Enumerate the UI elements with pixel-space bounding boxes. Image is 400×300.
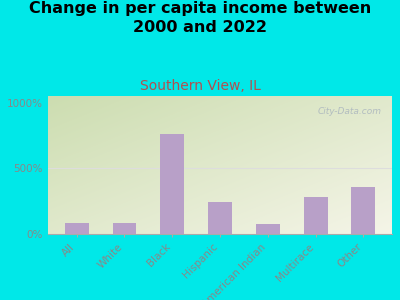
Bar xyxy=(112,223,136,234)
Text: City-Data.com: City-Data.com xyxy=(318,107,382,116)
Bar xyxy=(351,187,375,234)
Text: Change in per capita income between
2000 and 2022: Change in per capita income between 2000… xyxy=(29,2,371,35)
Text: Southern View, IL: Southern View, IL xyxy=(140,80,260,94)
Bar xyxy=(208,202,232,234)
Bar xyxy=(304,197,328,234)
Bar xyxy=(256,224,280,234)
Bar xyxy=(160,134,184,234)
Bar xyxy=(65,223,89,234)
